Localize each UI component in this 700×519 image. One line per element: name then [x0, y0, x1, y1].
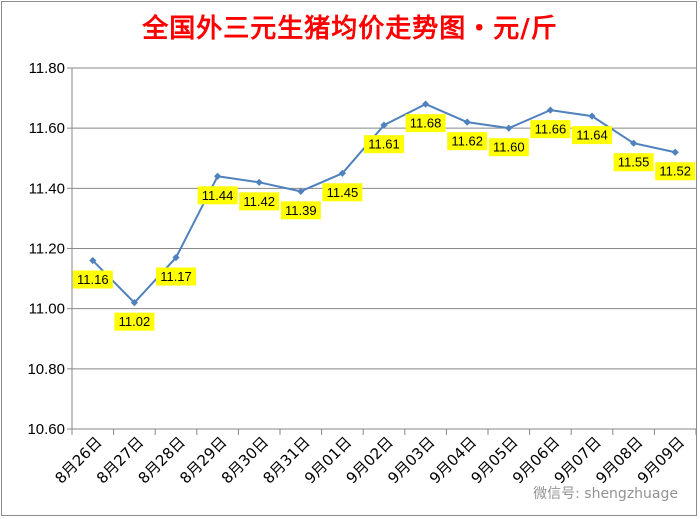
y-tick-label: 11.20	[29, 241, 65, 258]
data-label: 11.44	[202, 188, 234, 203]
data-label: 11.68	[410, 116, 442, 131]
data-label: 11.17	[160, 269, 192, 284]
data-point-marker	[630, 139, 638, 147]
data-label-bg	[197, 186, 238, 205]
data-point-marker	[588, 112, 596, 120]
data-label-bg	[156, 267, 196, 286]
data-label: 11.55	[618, 155, 650, 170]
data-label: 11.61	[368, 137, 400, 152]
data-label: 11.16	[77, 272, 109, 287]
data-point-marker	[214, 172, 222, 180]
data-label: 11.60	[493, 140, 525, 155]
chart-title: 全国外三元生猪均价走势图・元/斤	[142, 14, 558, 44]
data-label: 11.42	[243, 194, 275, 209]
data-point-marker	[297, 187, 305, 195]
data-label: 11.45	[327, 185, 359, 200]
data-label: 11.52	[659, 164, 691, 179]
y-tick-label: 11.80	[29, 60, 65, 77]
data-point-marker	[671, 148, 679, 156]
data-label: 11.39	[285, 203, 317, 218]
y-tick-label: 10.80	[27, 361, 65, 378]
data-label-bg	[488, 138, 529, 157]
data-point-marker	[380, 121, 388, 129]
data-point-marker	[130, 299, 138, 307]
data-point-marker	[546, 106, 554, 114]
data-label-bg	[655, 162, 696, 181]
data-point-marker	[422, 100, 430, 108]
data-point-marker	[89, 256, 97, 265]
data-label-bg	[322, 183, 363, 202]
data-label-bg	[530, 120, 571, 139]
data-label: 11.62	[451, 134, 483, 149]
data-label: 11.02	[119, 314, 151, 329]
data-point-marker	[172, 253, 180, 262]
x-category-label: 9月09日	[634, 433, 688, 487]
wechat-watermark: 微信号: shengzhuage	[533, 486, 678, 502]
data-label-bg	[239, 192, 280, 211]
data-point-marker	[338, 169, 346, 177]
data-label-bg	[72, 270, 113, 289]
y-tick-label: 11.40	[29, 180, 65, 197]
data-point-marker	[505, 124, 513, 132]
data-label: 11.64	[576, 128, 608, 143]
y-tick-label: 10.60	[27, 421, 65, 438]
data-label-bg	[364, 135, 404, 154]
y-tick-label: 11.60	[29, 120, 65, 137]
data-point-marker	[255, 178, 263, 186]
data-point-marker	[463, 118, 471, 126]
data-label-bg	[405, 114, 446, 133]
data-label-bg	[572, 126, 612, 145]
data-label-bg	[280, 201, 321, 220]
y-tick-label: 11.00	[29, 301, 65, 318]
data-label-bg	[613, 153, 654, 172]
data-label-bg	[114, 312, 155, 331]
data-label-bg	[447, 132, 488, 151]
data-label: 11.66	[535, 122, 567, 137]
